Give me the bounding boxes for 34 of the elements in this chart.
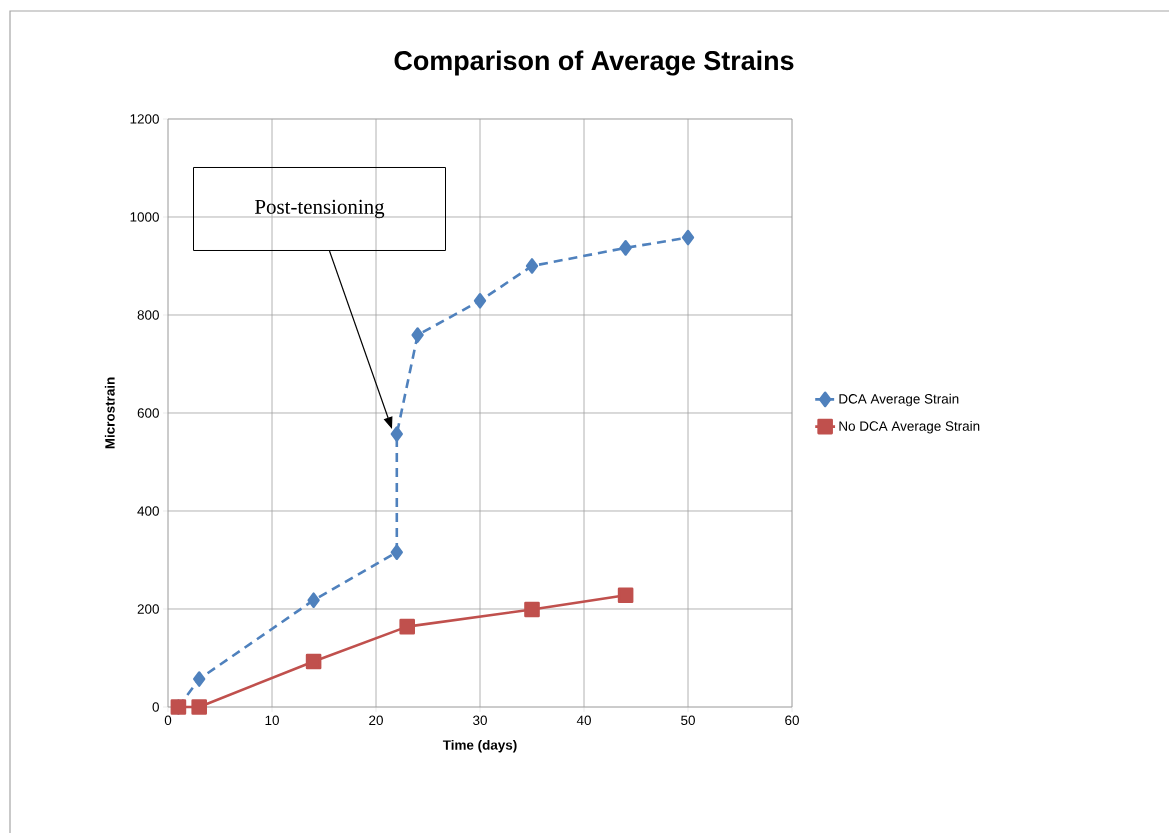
x-tick-label: 50 [681,715,695,726]
x-tick-label: 60 [785,715,799,726]
point [191,699,207,715]
x-tick-label: 30 [473,715,487,726]
x-axis-title: Time (days) [442,739,517,753]
y-tick-label: 0 [152,702,159,712]
point [681,229,695,246]
point [524,601,540,618]
x-tick-label: 0 [164,715,172,726]
point [305,653,322,670]
x-tick-label: 20 [369,715,383,726]
point [307,592,320,608]
y-tick-label: 1200 [130,114,159,124]
y-tick-label: 600 [137,408,159,418]
point [473,292,487,309]
y-tick-label: 400 [137,506,159,516]
y-tick-label: 800 [137,310,159,320]
point [390,426,403,442]
point [193,671,206,687]
x-tick-label: 10 [265,715,279,726]
y-tick-label: 1000 [130,212,159,222]
legend-label: No DCA Average Strain [839,420,980,434]
x-tick-label: 40 [576,715,591,726]
point [619,240,632,256]
legend-label: DCA Average Strain [839,393,959,407]
chart-title: Comparison of Average Strains [394,50,794,76]
point [617,587,634,604]
point [399,618,415,635]
y-axis-title: Microstrain [104,377,115,449]
point [525,258,539,274]
point [411,327,424,343]
y-tick-label: 200 [137,604,159,614]
annotation: Post-tensioning [255,199,385,219]
point [390,544,403,560]
